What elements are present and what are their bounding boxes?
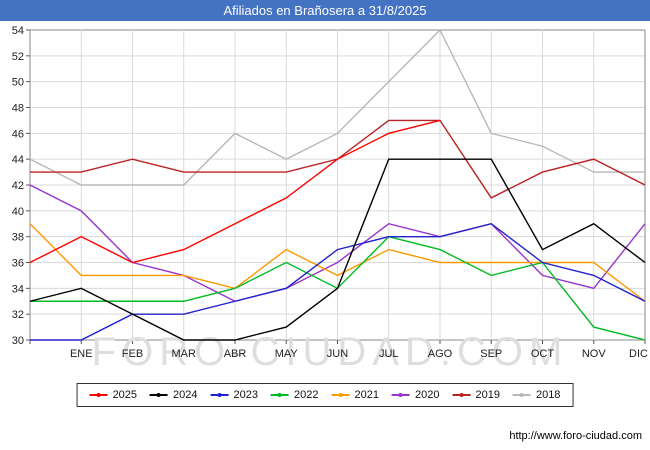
legend-item-2025: 2025: [89, 389, 138, 401]
legend-label-2022: 2022: [294, 389, 319, 401]
legend-swatch-2021: [331, 393, 350, 397]
chart-title-bar: Afiliados en Brañosera a 31/8/2025: [0, 0, 650, 21]
legend-item-2024: 2024: [150, 389, 198, 401]
x-tick-label-mar: MAR: [172, 348, 197, 360]
legend-swatch-2024: [150, 393, 169, 397]
legend-label-2021: 2021: [354, 389, 379, 401]
y-tick-label: 46: [12, 128, 24, 140]
y-tick-label: 54: [12, 25, 24, 37]
x-tick-label-abr: ABR: [224, 348, 247, 360]
y-tick-label: 36: [12, 258, 24, 270]
y-tick-label: 50: [12, 77, 24, 89]
chart-canvas: 30 32 34 36 38 40 42 44 46 48 50 52 54 FORO-CIUDAD.CO…: [12, 25, 648, 374]
y-tick-label: 44: [12, 154, 24, 166]
y-tick-label: 40: [12, 206, 24, 218]
y-tick-label: 42: [12, 180, 24, 192]
x-tick-label-ago: AGO: [428, 348, 453, 360]
legend-swatch-2025: [89, 393, 108, 397]
legend-label-2025: 2025: [112, 389, 138, 401]
chart-legend: 2025 2024 2023 2022 2021 2020 2019 2018: [76, 383, 574, 407]
legend-label-2018: 2018: [535, 389, 561, 401]
series-line-2018: [29, 28, 645, 186]
y-tick-label: 32: [12, 309, 24, 321]
x-tick-label-jul: JUL: [379, 348, 399, 360]
legend-swatch-2019: [452, 393, 471, 397]
legend-item-2023: 2023: [210, 389, 259, 401]
legend-item-2022: 2022: [271, 389, 319, 401]
legend-item-2019: 2019: [452, 389, 500, 401]
legend-label-2023: 2023: [233, 389, 259, 401]
x-tick-label-sep: SEP: [480, 348, 502, 360]
y-tick-label: 34: [12, 283, 24, 295]
legend-label-2024: 2024: [173, 389, 198, 401]
x-tick-label-oct: OCT: [531, 348, 555, 360]
x-tick-label-dic: DIC: [629, 348, 648, 360]
legend-label-2020: 2020: [414, 389, 440, 401]
x-tick-label-nov: NOV: [582, 348, 607, 360]
legend-swatch-2022: [271, 393, 290, 397]
legend-swatch-2018: [512, 393, 531, 397]
legend-item-2021: 2021: [331, 389, 379, 401]
x-tick-label-may: MAY: [275, 348, 299, 360]
x-tick-label-jun: JUN: [327, 348, 348, 360]
legend-item-2018: 2018: [512, 389, 561, 401]
y-tick-label: 30: [12, 335, 24, 347]
y-tick-label: 38: [12, 232, 24, 244]
series-line-2025: [29, 119, 441, 264]
legend-swatch-2020: [391, 393, 410, 397]
line-chart: 30 32 34 36 38 40 42 44 46 48 50 52 54 FORO-CIUDAD.CO…: [0, 22, 650, 374]
y-tick-label: 48: [12, 103, 24, 115]
x-tick-label-ene: ENE: [70, 348, 93, 360]
legend-label-2019: 2019: [475, 389, 500, 401]
legend-swatch-2023: [210, 393, 229, 397]
legend-item-2020: 2020: [391, 389, 440, 401]
series-line-2024: [29, 158, 646, 341]
x-tick-label-feb: FEB: [122, 348, 143, 360]
footer-link[interactable]: http://www.foro-ciudad.com: [509, 430, 642, 442]
y-tick-label: 52: [12, 51, 24, 63]
watermark: FORO-CIUDAD.COM: [92, 330, 569, 374]
page-title: Afiliados en Brañosera a 31/8/2025: [223, 3, 427, 18]
